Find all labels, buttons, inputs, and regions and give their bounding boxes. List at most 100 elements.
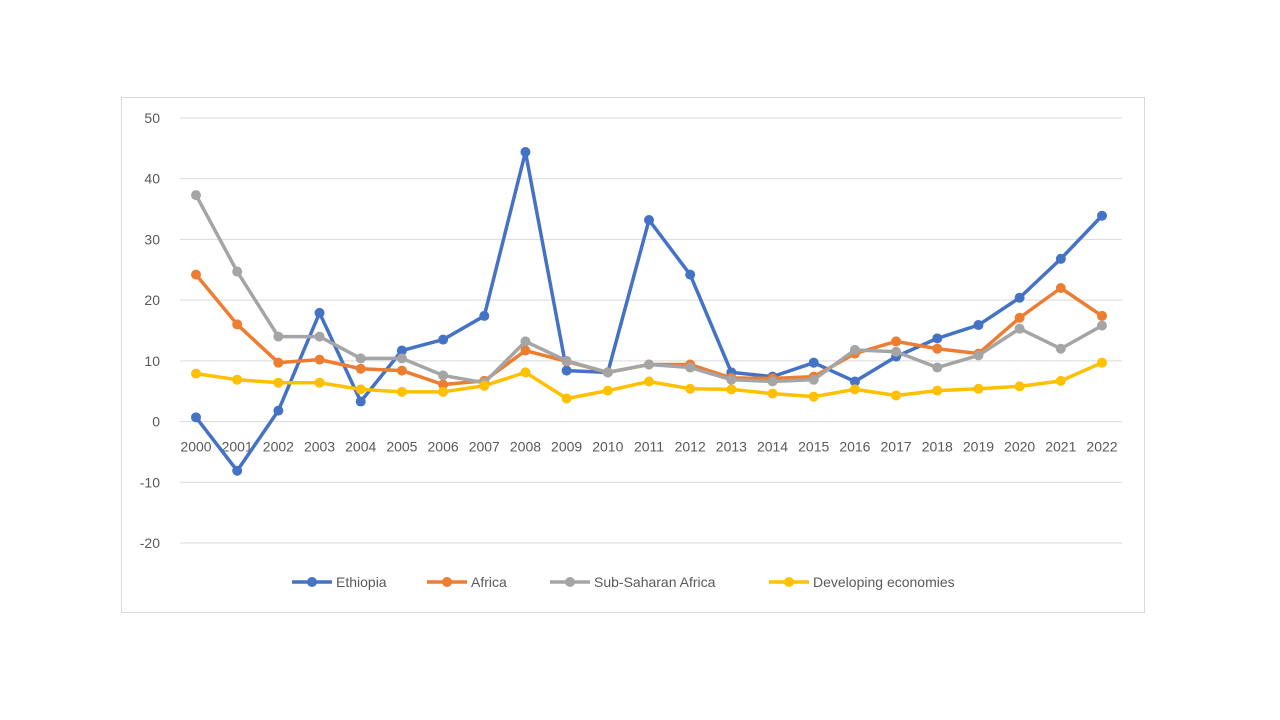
x-tick-label: 2001 <box>222 439 253 455</box>
legend-item: Developing economies <box>769 574 955 590</box>
y-tick-label: -20 <box>140 535 160 551</box>
data-point <box>726 384 737 395</box>
x-tick-label: 2002 <box>263 439 294 455</box>
data-point <box>561 365 572 376</box>
data-point <box>767 388 778 399</box>
data-point <box>396 386 407 397</box>
chart-frame <box>121 97 1145 613</box>
data-point <box>273 405 284 416</box>
y-tick-label: 20 <box>144 292 160 308</box>
y-tick-label: 50 <box>144 110 160 126</box>
legend-marker <box>784 577 794 587</box>
data-point <box>644 376 654 387</box>
gridlines <box>180 117 1122 544</box>
data-point <box>1014 323 1025 334</box>
data-point <box>314 354 325 365</box>
data-point <box>973 320 984 331</box>
data-point <box>685 269 696 280</box>
data-point <box>644 359 654 370</box>
x-tick-label: 2011 <box>634 439 664 455</box>
data-point <box>1055 343 1066 354</box>
data-point <box>685 383 696 394</box>
y-axis-ticks: -20 -10 0 10 20 30 40 50 <box>140 110 160 551</box>
x-tick-label: 2004 <box>345 439 376 455</box>
legend-label: Developing economies <box>813 574 955 590</box>
data-point <box>314 307 325 318</box>
data-point <box>355 396 366 407</box>
data-point <box>273 357 284 368</box>
data-point <box>849 376 860 387</box>
x-tick-label: 2019 <box>963 439 994 455</box>
data-point <box>1097 310 1107 321</box>
data-point <box>602 385 613 396</box>
series-developing-economies <box>191 357 1107 404</box>
data-point <box>479 380 490 391</box>
x-tick-label: 2000 <box>180 439 211 455</box>
legend-item: Africa <box>427 574 507 590</box>
data-point <box>1014 292 1025 303</box>
data-point <box>808 357 819 368</box>
x-tick-label: 2010 <box>592 439 623 455</box>
y-tick-label: 0 <box>152 414 160 430</box>
series-ethiopia <box>191 147 1107 476</box>
legend-marker <box>307 577 317 587</box>
data-point <box>932 362 943 373</box>
x-tick-label: 2014 <box>757 439 788 455</box>
data-point <box>355 384 366 395</box>
data-point <box>232 319 243 330</box>
data-point <box>891 346 902 357</box>
legend-label: Sub-Saharan Africa <box>594 574 716 590</box>
data-point <box>1055 375 1066 386</box>
data-point <box>396 353 407 364</box>
x-axis-ticks: 2000 2001 2002 2003 2004 2005 2006 2007 2008 2009… <box>180 439 1117 455</box>
data-point <box>891 336 902 347</box>
data-point <box>1055 253 1066 264</box>
x-tick-label: 2012 <box>675 439 706 455</box>
data-point <box>685 362 696 373</box>
x-tick-label: 2022 <box>1086 439 1117 455</box>
data-point <box>191 269 201 280</box>
x-tick-label: 2016 <box>839 439 870 455</box>
legend: Ethiopia Africa Sub-Saharan Africa Developi… <box>292 574 955 590</box>
data-point <box>191 190 201 201</box>
data-point <box>932 333 943 344</box>
data-point <box>644 215 654 225</box>
y-tick-label: 30 <box>144 231 160 247</box>
series-lines <box>191 147 1107 476</box>
legend-item: Sub-Saharan Africa <box>550 574 716 590</box>
data-point <box>932 343 943 354</box>
legend-label: Ethiopia <box>336 574 387 590</box>
data-point <box>891 390 902 401</box>
data-point <box>438 334 449 345</box>
data-point <box>314 331 325 342</box>
data-point <box>191 368 201 379</box>
data-point <box>1055 283 1066 293</box>
data-point <box>520 367 531 378</box>
data-point <box>396 365 407 376</box>
x-tick-label: 2015 <box>798 439 829 455</box>
data-point <box>479 310 490 321</box>
data-point <box>1014 312 1025 323</box>
data-point <box>314 377 325 388</box>
data-point <box>1097 357 1107 368</box>
data-point <box>849 384 860 395</box>
data-point <box>932 385 943 396</box>
x-tick-label: 2018 <box>922 439 953 455</box>
legend-item: Ethiopia <box>292 574 387 590</box>
x-tick-label: 2020 <box>1004 439 1035 455</box>
legend-marker <box>442 577 452 587</box>
data-point <box>973 350 984 361</box>
data-point <box>520 345 531 356</box>
data-point <box>849 344 860 355</box>
data-point <box>438 379 449 390</box>
data-point <box>355 353 366 364</box>
data-point <box>602 367 613 378</box>
data-point <box>232 465 243 476</box>
data-point <box>973 383 984 394</box>
x-tick-label: 2017 <box>881 439 912 455</box>
data-point <box>355 363 366 374</box>
x-tick-label: 2021 <box>1045 439 1076 455</box>
x-tick-label: 2005 <box>386 439 417 455</box>
data-point <box>1014 381 1025 392</box>
data-point <box>561 355 572 366</box>
